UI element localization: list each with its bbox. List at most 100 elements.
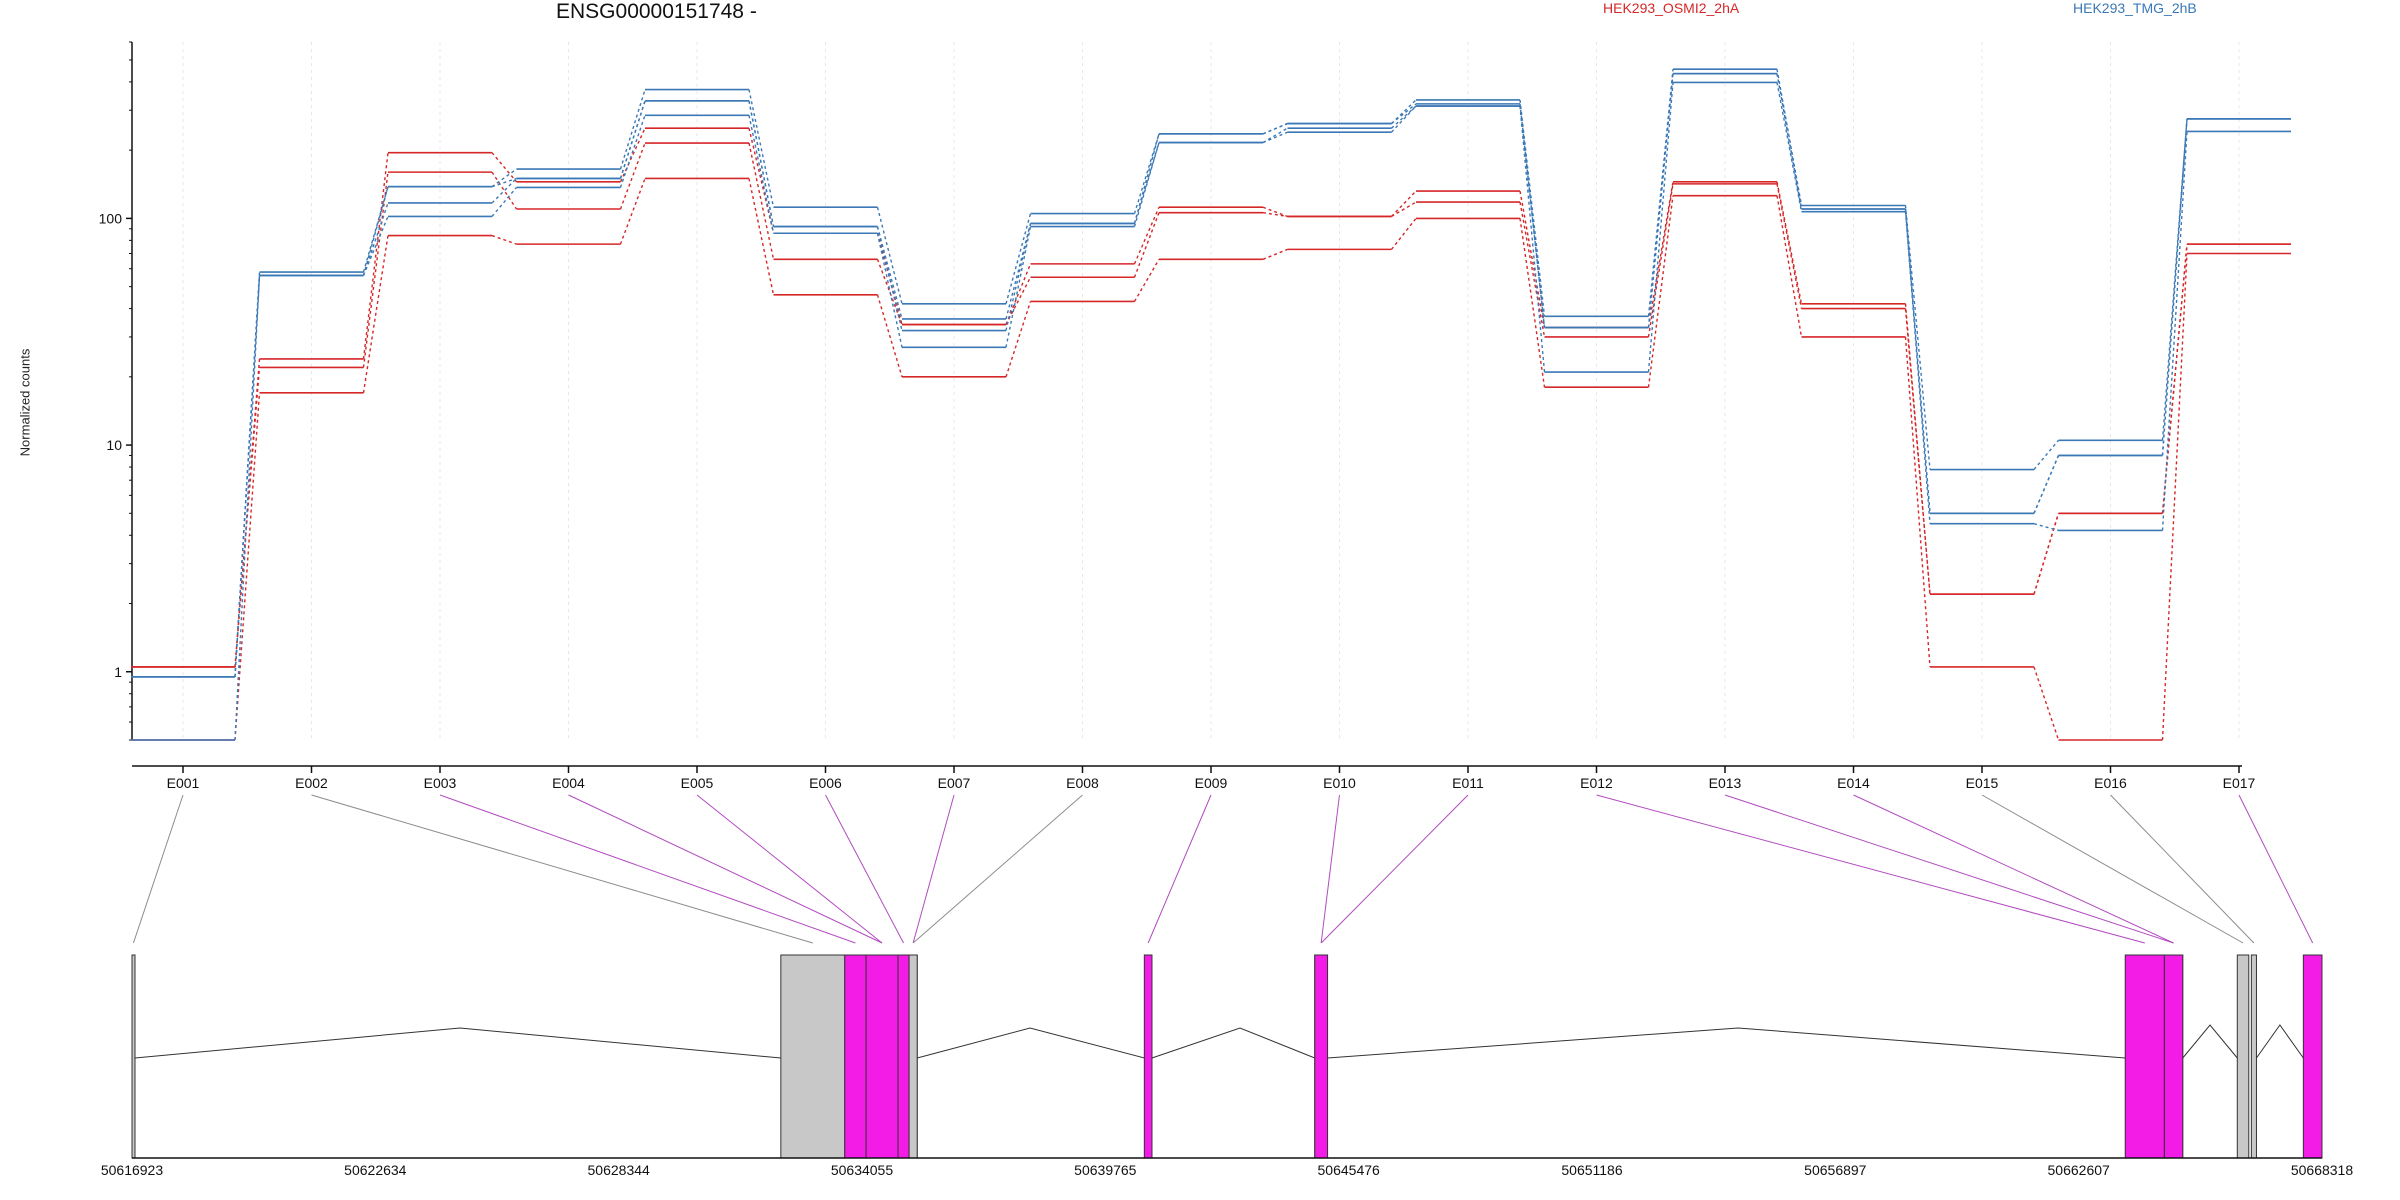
x-tick-label-E007: E007 [938,775,971,791]
legend-entry-osmi2: HEK293_OSMI2_2hA [1603,0,1740,16]
series-1-connector [1133,206,1160,265]
series-6-connector [491,186,518,217]
series-7-connector [1391,103,1417,125]
genomic-coord-label: 50668318 [2291,1162,2354,1178]
series-2-connector [1647,183,1674,338]
series-7-connector [748,100,775,227]
x-tick-label-E005: E005 [681,775,714,791]
exon-link-E007 [912,794,955,944]
y-tick-label-100: 100 [99,210,123,226]
series-7-connector [1904,208,1931,514]
series-6-connector [748,115,775,234]
series-4-connector [1133,133,1160,214]
series-6-connector [2033,523,2059,532]
series-7-connector [1519,103,1546,328]
exon-link-E009 [1147,794,1212,944]
series-3-connector [619,178,646,245]
y-tick-label-10: 10 [106,437,122,453]
series-6-connector [1390,105,1417,133]
series-7-connector [2033,455,2060,514]
exon-link-E017 [2238,794,2314,944]
series-4-connector [748,89,775,208]
exon-box-E012 [2124,954,2165,1159]
intron-line-3 [1151,1027,1315,1059]
series-1-connector [619,127,646,183]
series-6-connector [362,216,389,276]
series-6-connector [1262,131,1288,144]
exon-link-E005 [696,794,883,944]
series-5-connector [1262,127,1288,144]
series-7-connector [491,177,517,188]
exon-link-E013 [1724,794,2174,944]
genomic-coord-label: 50628344 [588,1162,651,1178]
exon-link-E006 [825,794,905,944]
series-7-connector [1262,122,1288,135]
genomic-coord-label: 50634055 [831,1162,894,1178]
series-4-connector [1391,99,1417,125]
series-7-connector [1647,73,1674,328]
genomic-coord-label: 50639765 [1074,1162,1137,1178]
exon-link-E004 [568,794,883,944]
exon-box-E011 [1314,954,1329,1159]
series-2-connector [491,171,518,210]
series-3-connector [1519,218,1546,388]
series-7-connector [1133,133,1160,224]
chart-title: ENSG00000151748 - [556,0,757,23]
series-1-connector [1519,190,1546,328]
series-1 [131,127,2291,668]
exon-box-E001 [131,954,136,1159]
x-tick-label-E002: E002 [295,775,328,791]
exon-box-E006 [897,954,910,1159]
exon-link-E016 [2110,794,2255,944]
series-5-connector [876,226,903,331]
exon-box-E015 [2236,954,2250,1159]
exon-box-E005 [865,954,899,1159]
series-3-connector [234,392,261,741]
genomic-coord-label: 50622634 [344,1162,407,1178]
series-3-connector [2033,666,2060,741]
intron-line-4 [1327,1027,2126,1059]
series-4-connector [876,207,903,304]
series-6-connector [1519,105,1546,373]
genomic-coord-label: 50662607 [2048,1162,2111,1178]
genomic-coord-label: 50616923 [101,1162,164,1178]
series-3-connector [1647,195,1674,388]
series-3-connector [491,234,517,245]
series-6-connector [2161,131,2188,531]
genomic-coord-label: 50656897 [1804,1162,1867,1178]
series-4-connector [2033,439,2060,470]
x-tick-label-E013: E013 [1709,775,1742,791]
exon-link-E010 [1320,794,1340,944]
exon-link-E002 [311,794,813,944]
series-7 [131,72,2291,741]
intron-line-6 [2256,1024,2304,1059]
intron-line-1 [134,1027,781,1059]
series-7-connector [876,226,903,320]
x-tick-label-E003: E003 [424,775,457,791]
x-tick-label-E017: E017 [2223,775,2256,791]
exon-link-E015 [1981,794,2244,944]
exon-box-E008 [908,954,918,1159]
series-6-connector [1776,82,1803,212]
series-3-connector [1262,248,1288,260]
series-7-connector [619,100,646,179]
series-7-connector [1005,223,1032,320]
series-1-connector [362,152,389,359]
series-3-connector [1776,195,1803,338]
x-tick-label-E016: E016 [2094,775,2127,791]
series-5-connector [1005,223,1032,331]
series-4-connector [1005,213,1032,304]
series-6-connector [1133,142,1160,227]
exon-box-E003 [844,954,867,1159]
x-tick-label-E001: E001 [167,775,200,791]
series-2-connector [1776,183,1803,309]
x-tick-label-E015: E015 [1966,775,1999,791]
series-6-connector [1005,226,1032,348]
series-6-connector [619,115,646,188]
series-3-connector [1390,217,1417,250]
exon-link-E003 [439,794,856,944]
series-3 [131,177,2291,741]
series-1-connector [876,233,903,325]
exon-box-E002 [780,954,846,1159]
x-tick-label-E012: E012 [1580,775,1613,791]
